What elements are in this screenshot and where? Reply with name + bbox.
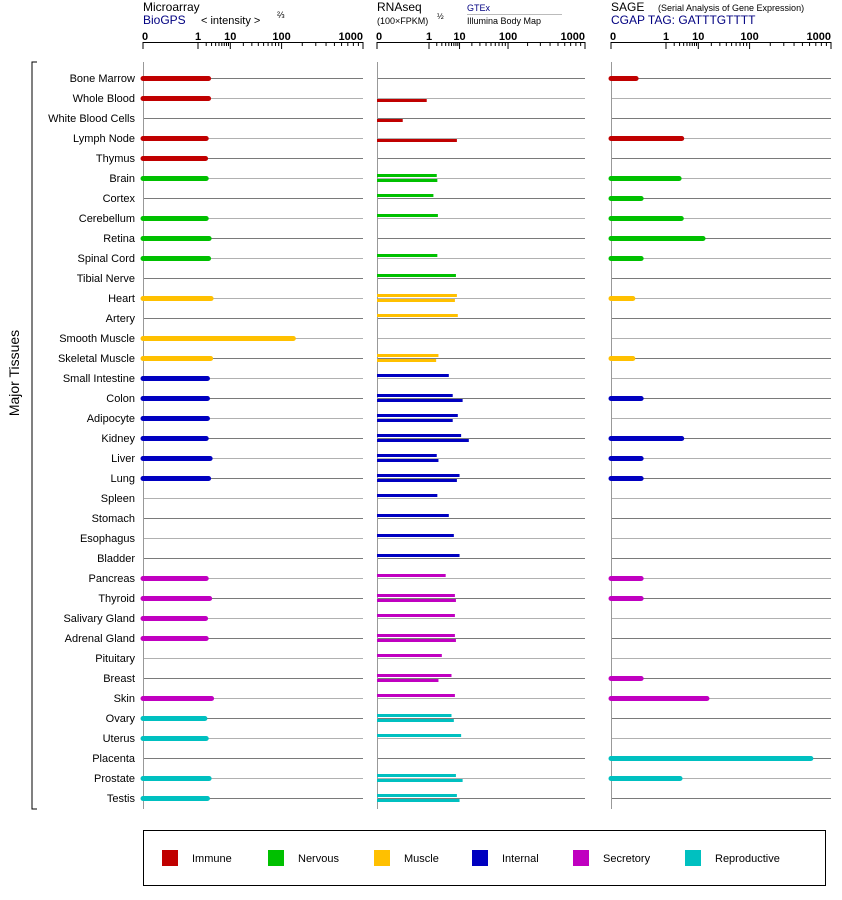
microarray-tick-label: 1000 [339, 31, 363, 43]
legend-swatch-secretory [573, 850, 589, 866]
tissue-label: Lymph Node [73, 133, 135, 145]
tissue-label: Heart [108, 293, 135, 305]
legend-swatch-muscle [374, 850, 390, 866]
side-label: Major Tissues [6, 330, 22, 416]
rnaseq-tick-label: 100 [499, 31, 517, 43]
legend-swatch-nervous [268, 850, 284, 866]
rnaseq-tick-label: 1000 [561, 31, 585, 43]
legend-label-internal: Internal [502, 853, 539, 865]
tissue-label: Spinal Cord [78, 253, 135, 265]
tissue-label: Whole Blood [73, 93, 135, 105]
tissue-label: Brain [109, 173, 135, 185]
tissue-label: Pancreas [89, 573, 136, 585]
microarray-source: BioGPS [143, 13, 186, 27]
rnaseq-tick-label: 1 [426, 31, 432, 43]
sage-tick-label: 1 [663, 31, 669, 43]
microarray-tick-label: 0 [142, 31, 148, 43]
tissue-label: Skin [114, 693, 135, 705]
tissue-label: Placenta [92, 753, 136, 765]
tissue-label: Thymus [96, 153, 136, 165]
tissue-label: Adipocyte [87, 413, 135, 425]
microarray-unit-exp: ⅔ [277, 10, 285, 20]
tissue-label: Retina [103, 233, 136, 245]
microarray-tick-label: 1 [195, 31, 201, 43]
rnaseq-unit: (100×FPKM) [377, 16, 428, 26]
sage-tick-label: 0 [610, 31, 616, 43]
tissue-label: Cortex [103, 193, 136, 205]
tissue-label: Skeletal Muscle [58, 353, 135, 365]
legend-label-reproductive: Reproductive [715, 853, 780, 865]
rnaseq-title: RNAseq [377, 0, 422, 14]
rnaseq-tick-label: 0 [376, 31, 382, 43]
legend-label-immune: Immune [192, 853, 232, 865]
rnaseq-source-gtex: GTEx [467, 3, 491, 13]
legend-label-secretory: Secretory [603, 853, 651, 865]
legend-swatch-immune [162, 850, 178, 866]
side-bracket [31, 61, 37, 810]
tissue-label: Smooth Muscle [59, 333, 135, 345]
tissue-label: Breast [103, 673, 135, 685]
microarray-unit: < intensity > [201, 15, 260, 27]
tissue-label: Pituitary [95, 653, 135, 665]
tissue-label: White Blood Cells [48, 113, 135, 125]
tissue-label: Kidney [101, 433, 135, 445]
microarray-tick-label: 10 [224, 31, 236, 43]
rnaseq-unit-exp: ½ [437, 12, 444, 21]
tissue-label: Spleen [101, 493, 135, 505]
sage-subtitle: (Serial Analysis of Gene Expression) [658, 3, 804, 13]
tissue-label: Bladder [97, 553, 135, 565]
tissue-label: Testis [107, 793, 136, 805]
sage-tick-label: 10 [692, 31, 704, 43]
tissue-label: Esophagus [80, 533, 136, 545]
tissue-label: Cerebellum [79, 213, 135, 225]
legend-label-nervous: Nervous [298, 853, 339, 865]
tissue-label: Salivary Gland [63, 613, 135, 625]
sage-tick-label: 1000 [807, 31, 831, 43]
tissue-label: Uterus [103, 733, 136, 745]
sage-tick-label: 100 [740, 31, 758, 43]
tissue-label: Prostate [94, 773, 135, 785]
rnaseq-source-ibm: Illumina Body Map [467, 16, 541, 26]
legend-swatch-reproductive [685, 850, 701, 866]
microarray-title: Microarray [143, 0, 200, 14]
tissue-label: Adrenal Gland [65, 633, 135, 645]
tissue-label: Artery [106, 313, 136, 325]
tissue-label: Lung [111, 473, 135, 485]
tissue-label: Bone Marrow [70, 73, 135, 85]
tissue-label: Small Intestine [63, 373, 135, 385]
rnaseq-tick-label: 10 [453, 31, 465, 43]
tissue-label: Colon [106, 393, 135, 405]
legend-label-muscle: Muscle [404, 853, 439, 865]
legend-swatch-internal [472, 850, 488, 866]
tissue-label: Stomach [92, 513, 135, 525]
sage-source: CGAP TAG: GATTTGTTTT [611, 13, 756, 27]
microarray-tick-label: 100 [272, 31, 290, 43]
tissue-label: Tibial Nerve [77, 273, 135, 285]
tissue-label: Thyroid [98, 593, 135, 605]
tissue-label: Liver [111, 453, 135, 465]
sage-title: SAGE [611, 0, 644, 14]
tissue-label: Ovary [106, 713, 136, 725]
